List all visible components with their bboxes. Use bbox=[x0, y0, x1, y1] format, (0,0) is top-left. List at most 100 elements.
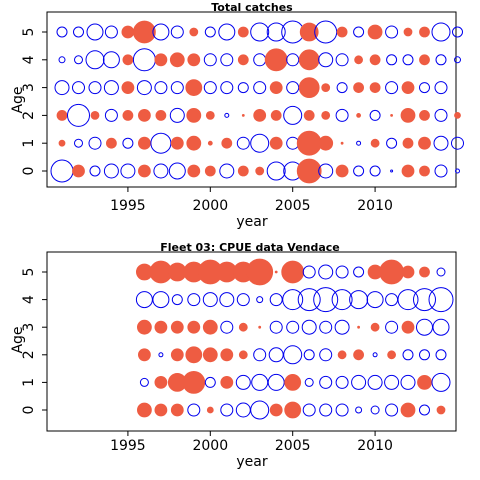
bubble-negative bbox=[219, 292, 235, 308]
bubble-negative bbox=[253, 53, 267, 67]
bubble-negative bbox=[220, 53, 234, 67]
bubble-negative bbox=[386, 54, 398, 66]
bubble-negative bbox=[251, 373, 269, 391]
bubble-positive bbox=[255, 166, 265, 176]
bubble-positive bbox=[369, 82, 381, 93]
plot-frame bbox=[46, 11, 457, 188]
bubble-positive bbox=[132, 20, 156, 44]
bubble-negative bbox=[237, 82, 249, 94]
bubble-negative bbox=[353, 26, 365, 38]
y-axis-ticks: 0 1 2 3 4 5 bbox=[21, 28, 47, 175]
bubble-negative bbox=[304, 377, 314, 387]
bubble-positive bbox=[221, 137, 233, 149]
x-tick-label: 2005 bbox=[275, 198, 311, 214]
bubble-positive bbox=[390, 114, 394, 117]
plot-frame bbox=[46, 251, 457, 432]
bubble-negative bbox=[86, 23, 104, 41]
chart-title: Total catches bbox=[211, 1, 293, 14]
bubble-negative bbox=[318, 163, 334, 179]
x-tick-label: 2010 bbox=[357, 438, 393, 454]
bubble-positive bbox=[419, 110, 430, 121]
y-tick-label: 5 bbox=[21, 28, 37, 37]
bubble-positive bbox=[155, 110, 167, 121]
bubble-negative bbox=[168, 162, 186, 180]
bubble-negative bbox=[56, 26, 68, 38]
bubble-positive bbox=[106, 137, 117, 149]
bubble-negative bbox=[372, 352, 378, 358]
bubble-negative bbox=[402, 54, 414, 66]
bubble-negative bbox=[286, 53, 300, 67]
bubble-positive bbox=[370, 322, 380, 332]
bubble-negative bbox=[385, 293, 399, 307]
bubble-negative bbox=[171, 294, 183, 306]
bubble-negative bbox=[204, 26, 216, 38]
bubble-negative bbox=[150, 132, 172, 154]
bubble-negative bbox=[187, 293, 201, 307]
bubble-negative bbox=[434, 108, 448, 122]
bubble-negative bbox=[103, 80, 119, 96]
bubble-negative bbox=[355, 406, 363, 414]
bubble-negative bbox=[385, 81, 399, 95]
bubble-negative bbox=[236, 136, 250, 150]
bubble-negative bbox=[286, 320, 300, 334]
bubble-positive bbox=[284, 373, 302, 391]
bubble-positive bbox=[253, 109, 267, 122]
bubble-negative bbox=[203, 53, 217, 67]
bubble-negative bbox=[356, 140, 362, 146]
bubble-positive bbox=[400, 402, 416, 418]
bubble-negative bbox=[72, 81, 85, 95]
bubble-negative bbox=[256, 296, 264, 304]
bubble-negative bbox=[136, 80, 152, 96]
bubble-positive bbox=[436, 405, 446, 415]
y-tick-label: 0 bbox=[21, 406, 37, 415]
bubble-positive bbox=[187, 320, 201, 334]
bubble-negative bbox=[385, 320, 399, 334]
bubble-negative bbox=[85, 50, 105, 70]
bubble-positive bbox=[387, 350, 397, 360]
bubble-negative bbox=[266, 22, 286, 42]
bubble-positive bbox=[136, 402, 152, 418]
bubble-positive bbox=[296, 130, 322, 156]
bubble-positive bbox=[238, 350, 248, 360]
bubble-negative bbox=[434, 164, 448, 178]
bubble-negative bbox=[152, 23, 170, 41]
bubble-positive bbox=[419, 266, 430, 278]
bubble-negative bbox=[434, 81, 448, 95]
bubble-positive bbox=[281, 260, 305, 284]
bubble-positive bbox=[56, 110, 68, 121]
bubble-negative bbox=[170, 25, 184, 39]
bubble-negative bbox=[366, 291, 384, 309]
bubble-positive bbox=[336, 26, 348, 38]
bubble-negative bbox=[319, 320, 333, 334]
bubble-positive bbox=[154, 320, 168, 334]
bubble-positive bbox=[186, 135, 202, 151]
bubble-negative bbox=[397, 289, 419, 311]
bubble-negative bbox=[135, 291, 153, 309]
bubble-positive bbox=[237, 54, 249, 66]
bubble-negative bbox=[384, 374, 400, 390]
bubble-negative bbox=[319, 348, 333, 362]
bubble-negative bbox=[220, 403, 234, 417]
bubble-positive bbox=[189, 27, 199, 37]
bubble-positive bbox=[369, 54, 381, 66]
bubble-negative bbox=[431, 372, 451, 392]
bubble-negative bbox=[235, 402, 251, 418]
bubble-negative bbox=[224, 112, 230, 118]
bubble-positive bbox=[237, 165, 249, 177]
bubble-negative bbox=[369, 165, 381, 177]
bubble-positive bbox=[419, 165, 430, 177]
bubble-negative bbox=[187, 403, 201, 417]
y-axis-label: Age bbox=[10, 86, 26, 113]
bubble-positive bbox=[274, 270, 278, 274]
bubble-positive bbox=[137, 164, 151, 178]
bubble-positive bbox=[154, 403, 168, 417]
x-axis-ticks: 1995 2000 2005 2010 bbox=[110, 431, 393, 454]
bubble-negative bbox=[203, 81, 217, 95]
bubble-positive bbox=[170, 403, 184, 417]
bubble-negative bbox=[153, 163, 169, 179]
bubble-negative bbox=[318, 52, 334, 68]
bubble-negative bbox=[170, 81, 184, 95]
bubble-positive bbox=[402, 137, 414, 149]
bubble-positive bbox=[379, 259, 405, 285]
